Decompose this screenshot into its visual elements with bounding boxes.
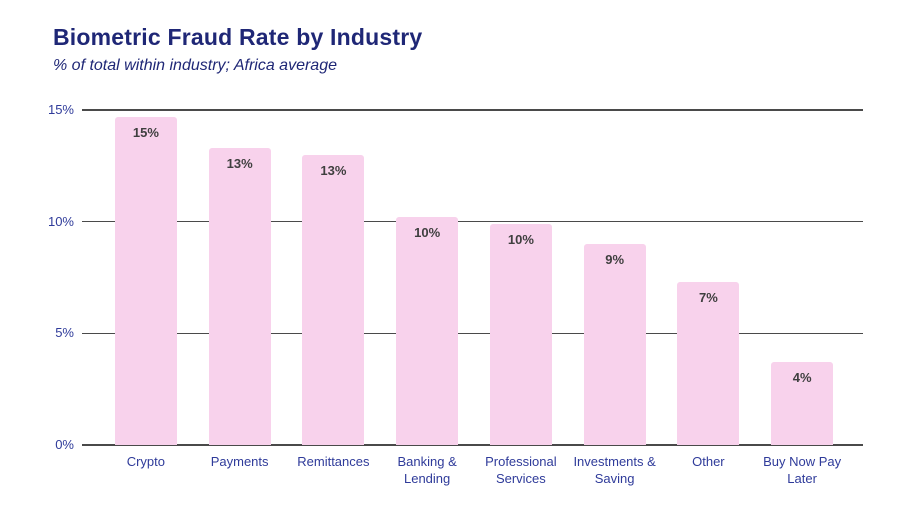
gridline (82, 109, 863, 111)
x-axis-label: Banking & Lending (397, 454, 457, 486)
x-axis-label: Professional Services (485, 454, 557, 486)
bar: 13% (208, 147, 271, 445)
y-axis-tick-label: 10% (47, 213, 74, 229)
bar-slot: 7% (662, 110, 756, 445)
bar-value-label: 4% (792, 370, 812, 386)
bar: 13% (302, 154, 365, 445)
x-axis-label: Crypto (126, 454, 166, 469)
bar-value-label: 9% (605, 252, 625, 267)
plot-area: 15% 13% 13% 10% 10% 9% 7% 4% 0% 5% 10% 15% (48, 102, 863, 452)
bar: 7% (677, 281, 740, 445)
x-axis-label: Investments & Saving (573, 454, 656, 486)
y-axis-tick-label: 5% (55, 325, 74, 341)
x-axis-label: Remittances (297, 454, 370, 469)
bar-value-label: 10% (507, 231, 534, 247)
x-axis-label: Other (692, 454, 725, 469)
y-axis-tick-label: 15% (47, 102, 74, 117)
gridline (82, 332, 863, 335)
bar: 10% (396, 217, 459, 445)
bar-slot: 10% (380, 110, 474, 445)
bar-slot: 15% (99, 110, 193, 445)
x-axis-label: Payments (210, 454, 269, 469)
y-axis-tick-label: 0% (55, 437, 74, 452)
chart-title: Biometric Fraud Rate by Industry (53, 24, 423, 50)
x-axis-labels: Crypto Payments Remittances Banking & Lendi… (99, 453, 849, 487)
bar-value-label: 7% (698, 289, 718, 305)
bar-slot: 9% (568, 110, 662, 445)
bar: 10% (489, 223, 552, 445)
bar-value-label: 10% (414, 225, 441, 241)
bar: 15% (114, 116, 177, 445)
bar: 4% (771, 362, 834, 445)
bar: 9% (583, 244, 646, 445)
bars-row: 15% 13% 13% 10% 10% 9% 7% 4% (99, 110, 849, 445)
bar-slot: 13% (193, 110, 287, 445)
bar-value-label: 13% (226, 155, 253, 171)
gridline (82, 220, 863, 223)
chart-subtitle: % of total within industry; Africa avera… (53, 57, 337, 74)
bar-value-label: 15% (132, 124, 159, 140)
gridline (82, 444, 863, 446)
bar-slot: 13% (287, 110, 381, 445)
bar-value-label: 13% (320, 162, 347, 178)
x-axis-label: Buy Now Pay Later (763, 454, 842, 486)
bar-slot: 4% (755, 110, 849, 445)
bar-slot: 10% (474, 110, 568, 445)
